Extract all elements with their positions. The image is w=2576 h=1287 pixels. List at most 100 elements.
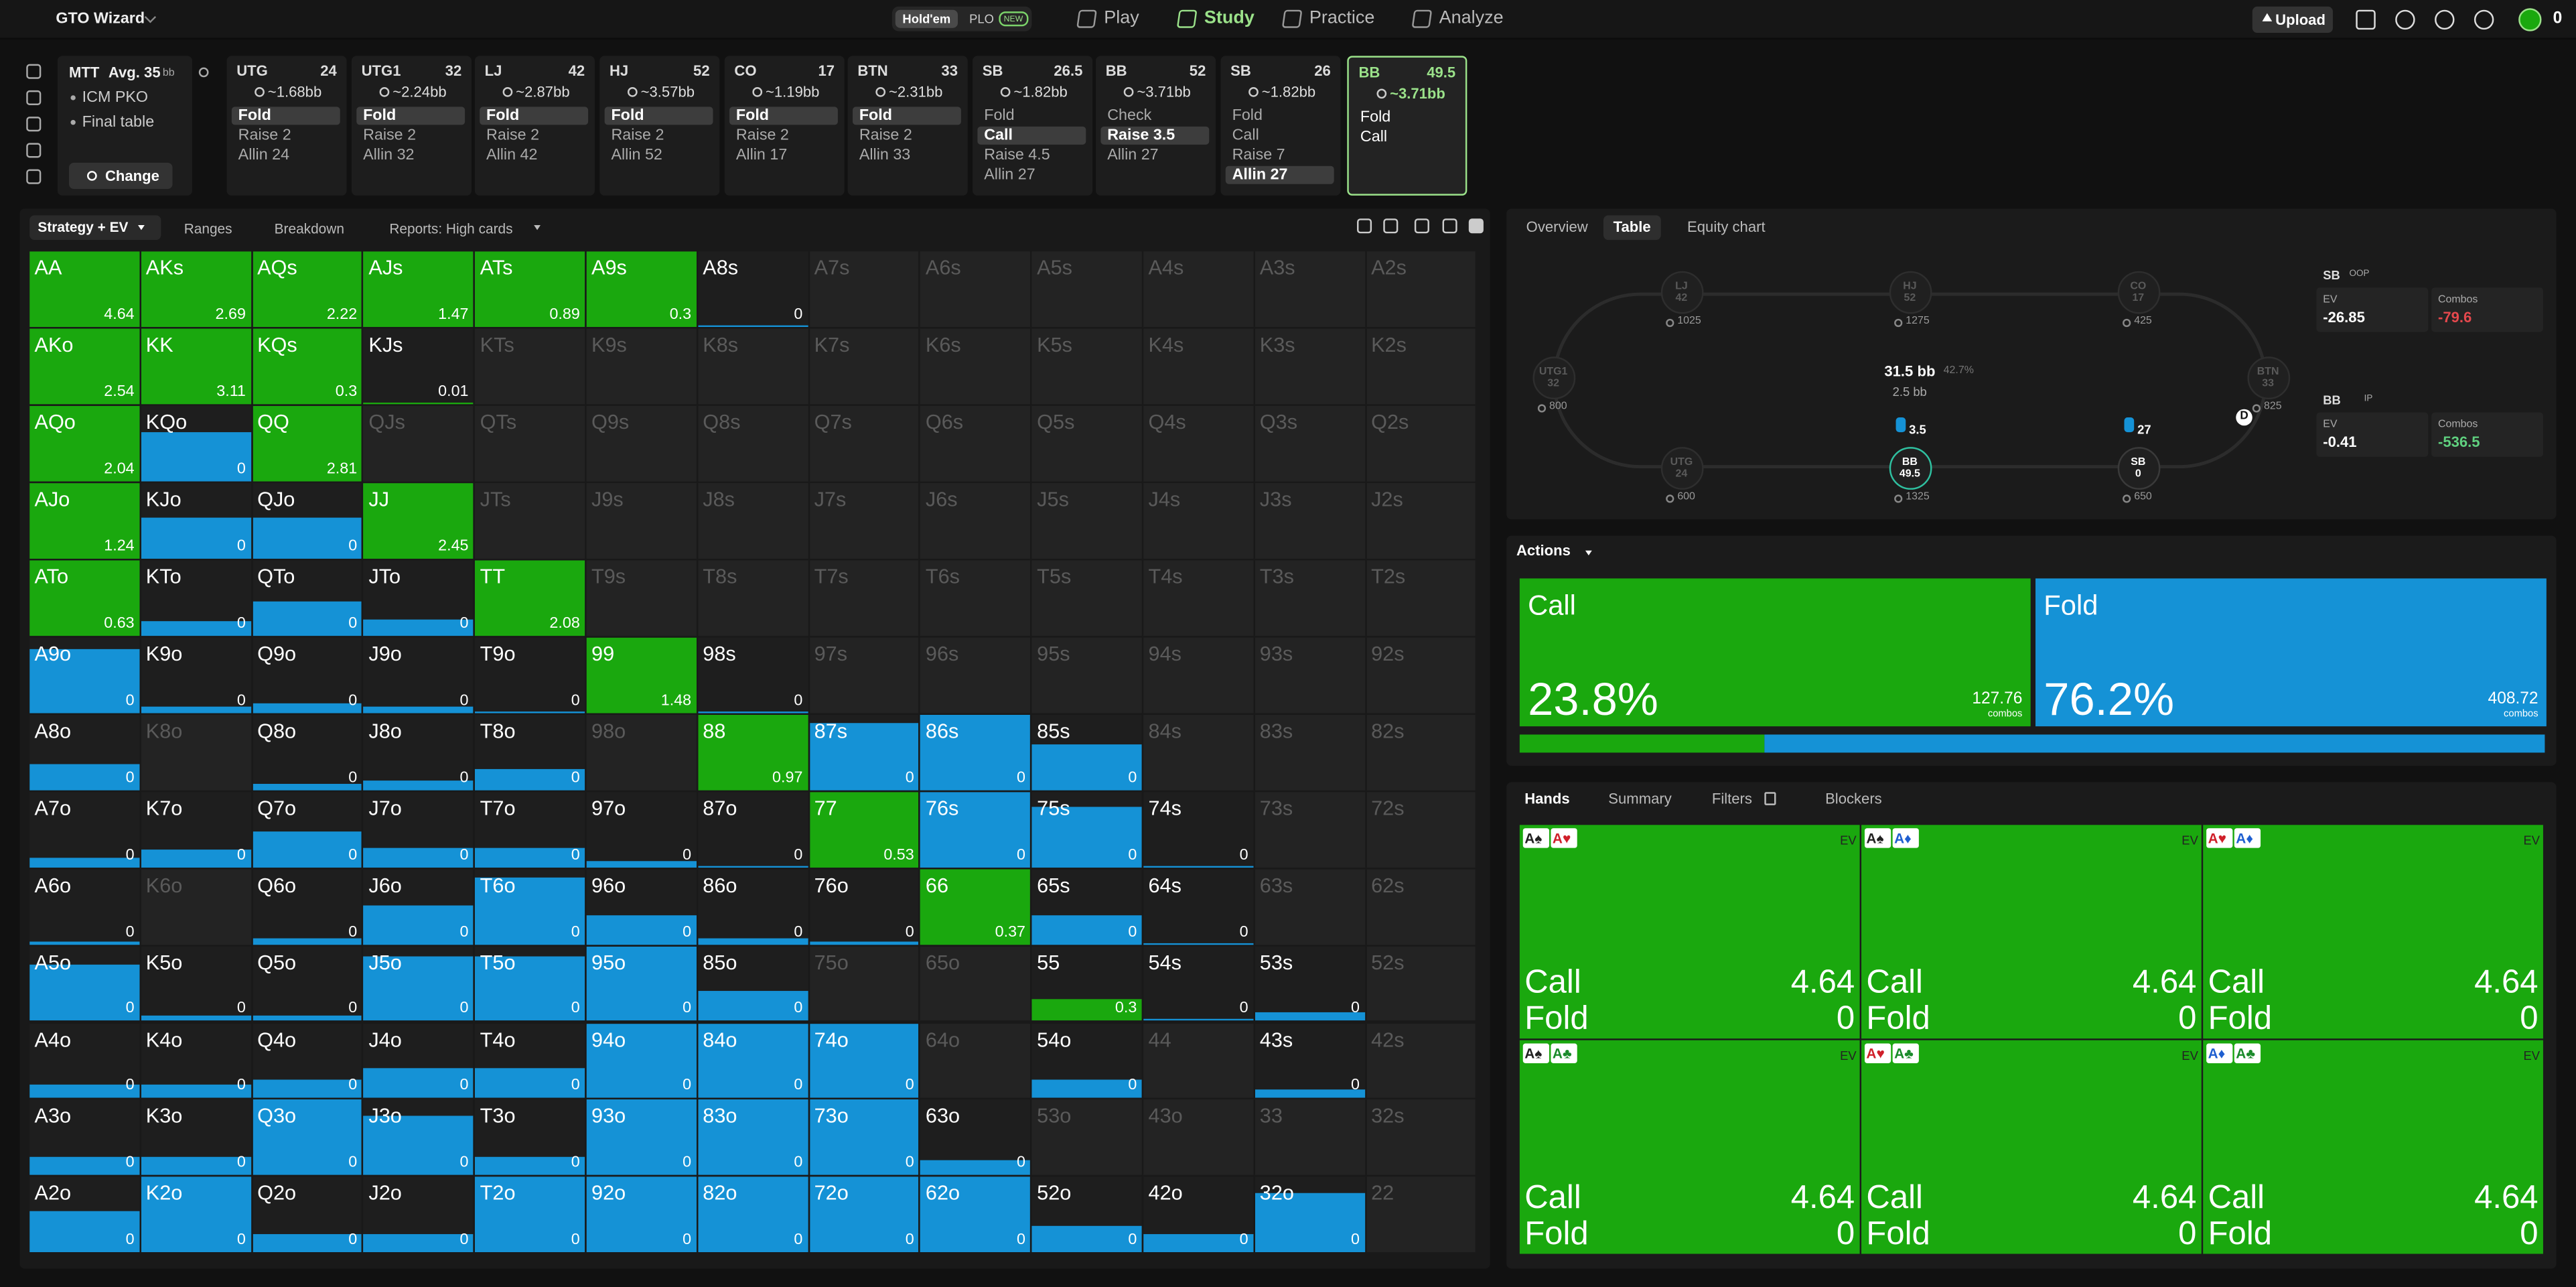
- hand-cell[interactable]: 0 97o: [586, 791, 697, 868]
- hand-cell[interactable]: 0 76o: [809, 868, 920, 945]
- hand-cell[interactable]: K9s: [586, 328, 697, 405]
- action-option[interactable]: Fold: [1232, 107, 1263, 125]
- seat[interactable]: BB 49.5: [1889, 447, 1932, 490]
- nav-icon[interactable]: [2356, 9, 2376, 30]
- hand-cell[interactable]: K3s: [1255, 328, 1365, 405]
- action-box[interactable]: Fold 76.2% 408.72 combos: [2035, 578, 2547, 727]
- position-card[interactable]: BB 52 ~3.71bb Check Raise 3.5 Allin 27: [1096, 56, 1216, 196]
- hand-cell[interactable]: 0 K3o: [141, 1100, 251, 1176]
- hand-cell[interactable]: 2.04 AQo: [29, 405, 139, 482]
- hand-cell[interactable]: 0.97 88: [697, 714, 808, 790]
- hand-cell[interactable]: K5s: [1031, 328, 1142, 405]
- hand-cell[interactable]: 93s: [1255, 637, 1365, 713]
- hand-cell[interactable]: 2.81 QQ: [252, 405, 362, 482]
- hand-cell[interactable]: 0 KJo: [141, 482, 251, 559]
- hand-cell[interactable]: 22: [1366, 1177, 1476, 1253]
- hand-cell[interactable]: K6s: [920, 328, 1031, 405]
- action-option[interactable]: Fold: [356, 107, 466, 125]
- hand-cell[interactable]: K8o: [141, 714, 251, 790]
- hand-cell[interactable]: K4s: [1143, 328, 1253, 405]
- seat[interactable]: BTN 33: [2247, 356, 2291, 400]
- hand-cell[interactable]: 95s: [1031, 637, 1142, 713]
- position-card[interactable]: LJ 42 ~2.87bb Fold Raise 2 Allin 42: [474, 56, 595, 196]
- hand-cell[interactable]: 0 95o: [586, 945, 697, 1022]
- game-mode[interactable]: PLO: [969, 11, 994, 27]
- position-card[interactable]: UTG1 32 ~2.24bb Fold Raise 2 Allin 32: [351, 56, 472, 196]
- hand-cell[interactable]: 2.08 TT: [475, 559, 585, 636]
- hand-cell[interactable]: 73s: [1255, 791, 1365, 868]
- hand-cell[interactable]: 2.45 JJ: [364, 482, 474, 559]
- action-option[interactable]: Fold: [1360, 108, 1391, 127]
- hand-cell[interactable]: K2s: [1366, 328, 1476, 405]
- hand-cell[interactable]: Q7s: [809, 405, 920, 482]
- hand-cell[interactable]: 0 Q9o: [252, 637, 362, 713]
- hand-cell[interactable]: 0 J5o: [364, 945, 474, 1022]
- action-option[interactable]: Fold: [480, 107, 589, 125]
- hand-cell[interactable]: 53o: [1031, 1100, 1142, 1176]
- hand-cell[interactable]: A7s: [809, 251, 920, 327]
- toolbar-tab[interactable]: Ranges: [184, 220, 232, 237]
- hand-cell[interactable]: 0 42o: [1143, 1177, 1253, 1253]
- action-option[interactable]: Check: [1107, 107, 1152, 125]
- hand-cell[interactable]: J6s: [920, 482, 1031, 559]
- hand-cell[interactable]: 64o: [920, 1022, 1031, 1099]
- hand-cell[interactable]: 0 A8s: [697, 251, 808, 327]
- hand-cell[interactable]: 0 54o: [1031, 1022, 1142, 1099]
- hand-cell[interactable]: 97s: [809, 637, 920, 713]
- action-option[interactable]: Raise 2: [486, 126, 540, 145]
- hand-cell[interactable]: J3s: [1255, 482, 1365, 559]
- action-option[interactable]: Allin 32: [363, 146, 415, 165]
- hand-cell[interactable]: QJs: [364, 405, 474, 482]
- hand-cell[interactable]: 0 96o: [586, 868, 697, 945]
- hand-cell[interactable]: 0 62o: [920, 1177, 1031, 1253]
- hand-cell[interactable]: Q5s: [1031, 405, 1142, 482]
- nav-icon[interactable]: [2435, 9, 2455, 30]
- hand-cell[interactable]: 0 K7o: [141, 791, 251, 868]
- seat[interactable]: UTG1 32: [1532, 356, 1576, 400]
- hand-cell[interactable]: 0.3 55: [1031, 945, 1142, 1022]
- hand-cell[interactable]: 0 85s: [1031, 714, 1142, 790]
- hand-cell[interactable]: 0 K9o: [141, 637, 251, 713]
- hand-cell[interactable]: 65o: [920, 945, 1031, 1022]
- hand-cell[interactable]: 1.47 AJs: [364, 251, 474, 327]
- seat[interactable]: LJ 42: [1660, 271, 1704, 314]
- hand-cell[interactable]: 0 53s: [1255, 945, 1365, 1022]
- hand-cell[interactable]: J8s: [697, 482, 808, 559]
- menu-item[interactable]: Study: [1204, 8, 1255, 28]
- hand-cell[interactable]: 0 64s: [1143, 868, 1253, 945]
- side-icon[interactable]: [26, 143, 42, 158]
- hand-cell[interactable]: T5s: [1031, 559, 1142, 636]
- action-option[interactable]: Raise 2: [859, 126, 912, 145]
- action-option[interactable]: Allin 24: [238, 146, 290, 165]
- hand-cell[interactable]: A4s: [1143, 251, 1253, 327]
- menu-item[interactable]: Analyze: [1439, 8, 1504, 28]
- toolbar-tab[interactable]: Breakdown: [274, 220, 344, 237]
- hand-cell[interactable]: 0 93o: [586, 1100, 697, 1176]
- hand-cell[interactable]: 0 86s: [920, 714, 1031, 790]
- seat[interactable]: CO 17: [2117, 271, 2161, 314]
- hand-cell[interactable]: 52s: [1366, 945, 1476, 1022]
- hands-tab[interactable]: Filters: [1711, 790, 1752, 807]
- hand-cell[interactable]: 0 QTo: [252, 559, 362, 636]
- action-option[interactable]: Fold: [604, 107, 713, 125]
- hand-cell[interactable]: 0 A5o: [29, 945, 139, 1022]
- view-tab[interactable]: Equity chart: [1687, 218, 1766, 235]
- hand-cell[interactable]: KTs: [475, 328, 585, 405]
- action-option[interactable]: Allin 17: [735, 146, 788, 165]
- hand-cell[interactable]: 92s: [1366, 637, 1476, 713]
- hand-cell[interactable]: 1.24 AJo: [29, 482, 139, 559]
- hand-cell[interactable]: 72s: [1366, 791, 1476, 868]
- hand-cell[interactable]: 0 74s: [1143, 791, 1253, 868]
- hand-card[interactable]: A♥ A♣ EV Call 4.64 Fold 0: [1861, 1040, 2202, 1254]
- hand-cell[interactable]: 0 76s: [920, 791, 1031, 868]
- hand-cell[interactable]: 82s: [1366, 714, 1476, 790]
- action-option[interactable]: Allin 27: [1107, 146, 1159, 165]
- hand-cell[interactable]: 0 83o: [697, 1100, 808, 1176]
- hand-cell[interactable]: Q9s: [586, 405, 697, 482]
- hand-cell[interactable]: 0 94o: [586, 1022, 697, 1099]
- action-option[interactable]: Fold: [984, 107, 1015, 125]
- hand-cell[interactable]: J5s: [1031, 482, 1142, 559]
- hand-cell[interactable]: 84s: [1143, 714, 1253, 790]
- hand-cell[interactable]: 0.63 ATo: [29, 559, 139, 636]
- action-option[interactable]: Allin 42: [486, 146, 538, 165]
